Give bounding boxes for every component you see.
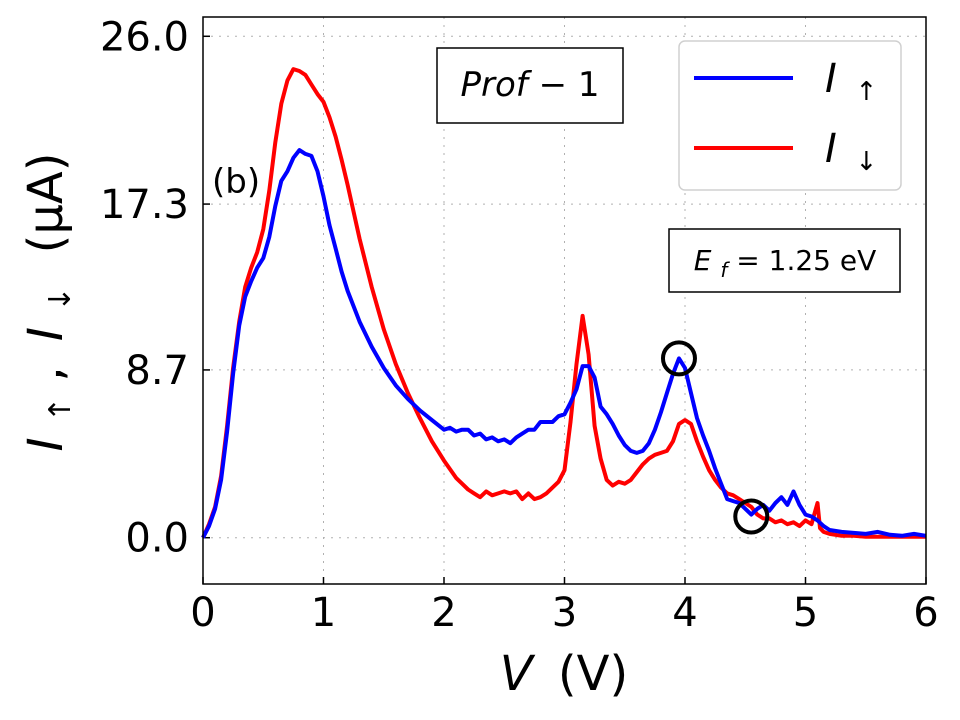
legend-var-spin-down: I: [825, 126, 837, 172]
x-tick-label: 5: [793, 590, 818, 636]
x-tick-label: 3: [552, 590, 577, 636]
legend-label-spin-down: I ↓: [825, 126, 877, 177]
y-axis-var-down: I: [18, 327, 74, 341]
axis-ticks: 0 1 2 3 4 5 6 0.0 8.7 17.3 26.0: [100, 14, 939, 636]
y-axis-unit: (μA): [18, 153, 74, 254]
legend-sub-spin-up: ↑: [856, 77, 878, 107]
plot-frame: [202, 16, 927, 585]
spin-up-current-line: [201, 148, 927, 539]
fermi-box: [668, 228, 901, 293]
y-axis-var-up: I: [18, 437, 74, 451]
y-tick-label: 17.3: [100, 182, 189, 228]
fermi-annotation: E f = 1.25 eV: [668, 228, 901, 293]
y-axis-sub-down: ↓: [43, 287, 78, 312]
y-tick-label: 26.0: [100, 14, 189, 60]
profile-number: 1: [578, 65, 600, 105]
x-tick-label: 0: [190, 590, 215, 636]
x-axis-unit: (V): [558, 646, 628, 702]
fermi-var: E: [694, 244, 712, 277]
y-tick-label: 0.0: [125, 516, 189, 562]
x-tick-label: 6: [913, 590, 938, 636]
highlight-markers: [660, 340, 770, 535]
x-tick-label: 4: [672, 590, 697, 636]
y-axis-label: I ↑ , I ↓ (μA): [18, 153, 82, 452]
fermi-value: = 1.25 eV: [736, 244, 876, 277]
fermi-label: E f = 1.25 eV: [694, 244, 877, 284]
circle-up-peak: [660, 340, 697, 377]
x-axis-var: V: [500, 646, 536, 702]
legend-var-spin-up: I: [825, 56, 837, 102]
panel-label: (b): [212, 162, 260, 202]
profile-annotation: Prof − 1: [436, 47, 624, 124]
circle-down-dip: [733, 498, 770, 535]
legend-label-spin-up: I ↑: [825, 56, 877, 107]
x-axis-label: V (V): [500, 646, 628, 702]
legend-sub-spin-down: ↓: [856, 147, 878, 177]
spin-down-current-line: [201, 67, 926, 539]
x-tick-label: 1: [311, 590, 336, 636]
y-axis-sub-up: ↑: [43, 397, 78, 422]
profile-sep: −: [539, 65, 578, 105]
legend: I ↑ I ↓: [678, 40, 902, 191]
fermi-sub: f: [720, 258, 730, 282]
y-tick-label: 8.7: [125, 348, 189, 394]
data-series: [201, 67, 927, 539]
y-axis-sep: ,: [18, 351, 74, 382]
profile-name: Prof: [460, 65, 532, 105]
profile-label: Prof − 1: [460, 65, 599, 105]
x-tick-label: 2: [431, 590, 456, 636]
profile-box: [436, 47, 624, 124]
